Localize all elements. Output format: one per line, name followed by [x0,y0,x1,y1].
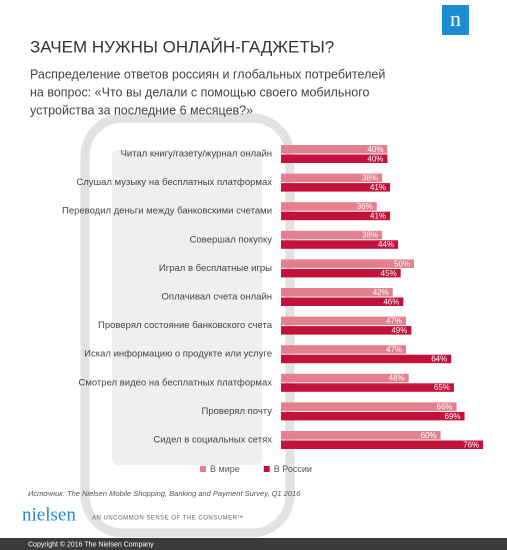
category-label: Слушал музыку на бесплатных платформах [76,177,272,188]
value-label: 41% [370,183,386,192]
value-label: 38% [362,231,378,240]
value-label: 41% [370,212,386,221]
bar [281,288,393,297]
legend-label: В мире [210,464,240,474]
bar [281,383,454,392]
bar [281,316,407,326]
bar [281,154,388,163]
value-label: 50% [394,259,410,268]
value-label: 44% [378,240,394,249]
bar [281,354,452,364]
chart-title: ЗАЧЕМ НУЖНЫ ОНЛАЙН-ГАДЖЕТЫ? [30,37,334,56]
bar [281,373,409,383]
bar [281,211,391,221]
subtitle: на вопрос: «Что вы делали с помощью свое… [30,85,369,99]
bar [281,402,457,411]
value-label: 69% [445,412,461,421]
category-label: Сидел в социальных сетях [153,435,272,446]
category-label: Оплачивал счета онлайн [162,292,272,303]
bar [281,145,388,154]
value-label: 47% [386,345,402,354]
value-label: 45% [381,269,397,278]
legend-label: В России [274,464,312,474]
category-label: Проверял почту [202,406,273,417]
bar [281,240,399,249]
value-label: 65% [434,383,450,392]
footer-bar [0,538,507,550]
bar [281,259,414,268]
phone-screen [112,150,262,465]
subtitle: устройства за последние 6 месяцев?» [30,103,253,117]
bar [281,268,401,278]
category-label: Читал книгу/газету/журнал онлайн [121,149,272,160]
category-label: Искал информацию о продукте или услуге [84,349,272,360]
bar [281,230,383,240]
bar [281,297,404,306]
logo: nielsen [22,504,76,525]
value-label: 40% [367,145,383,154]
legend-swatch [263,466,270,472]
value-label: 46% [383,297,399,306]
value-label: 36% [357,202,373,211]
bar [281,411,465,421]
tagline: AN UNCOMMON SENSE OF THE CONSUMER™ [92,515,244,522]
phone-outline [80,113,295,538]
value-label: 76% [463,440,479,449]
copyright: Copyright © 2016 The Nielsen Company [28,540,154,548]
value-label: 42% [373,288,389,297]
value-label: 49% [391,326,407,335]
category-label: Совершал покупку [190,234,273,245]
bar [281,202,377,211]
bar [281,173,383,183]
category-label: Переводил деньги между банковскими счета… [62,206,272,217]
category-label: Смотрел видео на бесплатных платформах [78,377,272,388]
legend-swatch [200,466,206,472]
value-label: 60% [421,431,437,440]
category-label: Проверял состояние банковского счета [98,320,273,331]
value-label: 48% [389,374,405,383]
logo-mark: n [450,6,461,31]
value-label: 47% [386,316,402,325]
subtitle: Распределение ответов россиян и глобальн… [30,67,385,81]
source: Источник: The Nielsen Mobile Shopping, B… [28,489,301,498]
value-label: 40% [367,154,383,163]
value-label: 64% [431,355,447,364]
category-label: Играл в бесплатные игры [159,263,272,274]
bar [281,431,441,440]
logo-box [442,5,469,35]
bar [281,183,391,192]
value-label: 38% [362,173,378,182]
bar [281,440,484,449]
bar [281,345,407,354]
bar [281,326,412,335]
value-label: 66% [437,402,453,411]
